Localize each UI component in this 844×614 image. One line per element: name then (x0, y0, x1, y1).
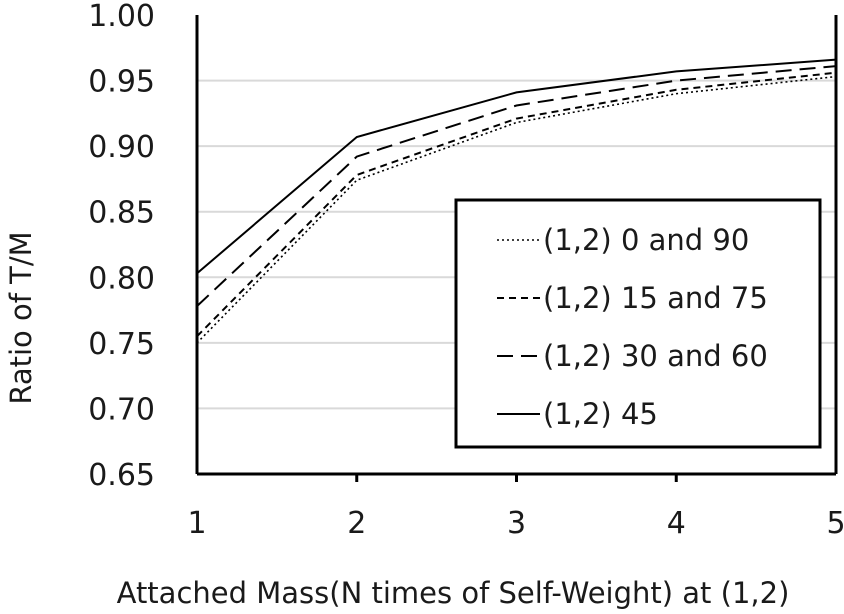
legend-label: (1,2) 0 and 90 (543, 223, 749, 257)
series-line (196, 71, 837, 338)
x-tick-label: 3 (507, 506, 526, 541)
x-tick-label: 2 (347, 506, 366, 541)
legend-label: (1,2) 45 (543, 397, 658, 431)
x-axis-label: Attached Mass(N times of Self-Weight) at… (117, 576, 790, 610)
y-tick-label: 0.90 (88, 130, 155, 165)
axes (195, 15, 838, 476)
legend-label: (1,2) 15 and 75 (543, 281, 768, 315)
y-tick-label: 0.65 (88, 458, 155, 493)
series-lines (196, 58, 837, 344)
y-axis-ticks: 0.65 0.70 0.75 0.80 0.85 0.90 0.95 1.00 (88, 0, 155, 493)
y-tick-label: 0.95 (88, 65, 155, 100)
x-tick-label: 5 (826, 506, 844, 541)
y-tick-label: 1.00 (88, 0, 155, 34)
legend: (1,2) 0 and 90 (1,2) 15 and 75 (1,2) 30 an… (454, 198, 822, 449)
y-tick-label: 0.70 (88, 392, 155, 427)
x-axis-ticks: 1 2 3 4 5 (187, 474, 844, 541)
y-tick-label: 0.85 (88, 196, 155, 231)
y-axis-label: Ratio of T/M (4, 231, 38, 404)
series-line (196, 58, 837, 275)
legend-box (454, 198, 822, 449)
y-tick-label: 0.80 (88, 261, 155, 296)
y-tick-label: 0.75 (88, 327, 155, 362)
series-line (196, 65, 837, 307)
x-tick-label: 4 (667, 506, 686, 541)
x-tick-label: 1 (187, 506, 206, 541)
legend-label: (1,2) 30 and 60 (543, 339, 768, 373)
